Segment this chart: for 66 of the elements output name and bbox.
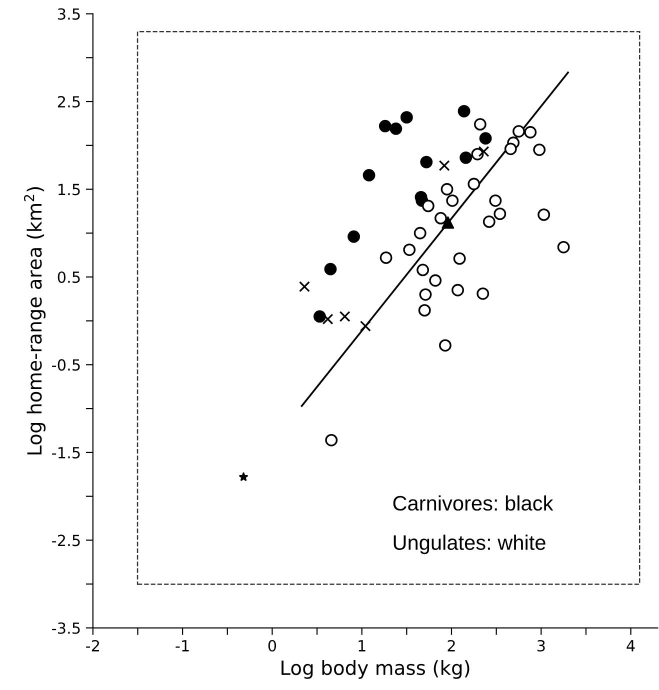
point xyxy=(416,264,430,276)
point xyxy=(419,288,432,301)
point xyxy=(458,104,470,118)
point xyxy=(422,200,434,212)
point xyxy=(471,148,484,160)
annotation: Carnivores: black xyxy=(393,495,554,511)
x-axis-title: Log body mass (kg) xyxy=(282,660,470,679)
point xyxy=(390,122,402,135)
point xyxy=(452,284,464,296)
point xyxy=(442,216,454,229)
point xyxy=(438,160,450,172)
y-tick-label: 3.5 xyxy=(58,8,80,20)
point xyxy=(314,310,326,323)
y-tick-label: -3.5 xyxy=(52,622,80,634)
point xyxy=(322,314,334,325)
point xyxy=(403,244,416,256)
point xyxy=(479,132,492,145)
point xyxy=(429,274,442,287)
point xyxy=(325,434,338,446)
x-tick-label: 0 xyxy=(268,640,276,652)
point xyxy=(476,287,490,300)
point xyxy=(434,212,447,224)
point xyxy=(468,178,480,190)
point xyxy=(446,194,459,207)
point xyxy=(494,208,506,220)
point xyxy=(418,304,431,317)
y-tick-label: 2.5 xyxy=(58,96,80,108)
point xyxy=(533,144,546,156)
y-tick-label: -2.5 xyxy=(52,534,80,546)
y-tick-label: -0.5 xyxy=(52,359,80,371)
point xyxy=(482,216,496,228)
point xyxy=(512,125,525,138)
point xyxy=(474,118,486,131)
x-tick-label: -1 xyxy=(176,640,189,652)
point xyxy=(489,194,502,207)
point xyxy=(400,111,413,124)
point xyxy=(557,240,570,254)
x-tick-label: 2 xyxy=(448,640,455,652)
point xyxy=(439,339,452,352)
point xyxy=(298,281,310,292)
point xyxy=(324,262,337,276)
point xyxy=(362,169,376,182)
point xyxy=(360,320,371,332)
x-tick-label: 3 xyxy=(537,640,545,652)
point xyxy=(348,230,360,243)
point xyxy=(378,120,392,132)
y-axis-title: Log home-range area (km$^{2}$) xyxy=(24,187,46,454)
point xyxy=(239,472,248,481)
point xyxy=(478,146,490,158)
x-tick-label: -2 xyxy=(86,640,100,652)
point xyxy=(524,126,537,138)
point xyxy=(414,226,426,240)
point xyxy=(504,142,517,156)
annotation: Ungulates: white xyxy=(394,534,546,554)
y-tick-label: 0.5 xyxy=(58,271,80,284)
point xyxy=(380,251,392,264)
y-tick-label: 1.5 xyxy=(58,184,80,196)
point xyxy=(440,183,454,196)
point xyxy=(339,310,350,322)
point xyxy=(420,156,433,168)
y-tick-label: -1.5 xyxy=(52,447,80,458)
point xyxy=(538,208,550,221)
x-tick-label: 4 xyxy=(626,640,635,652)
point xyxy=(453,252,466,265)
point xyxy=(460,151,472,164)
x-tick-label: 1 xyxy=(358,640,366,652)
